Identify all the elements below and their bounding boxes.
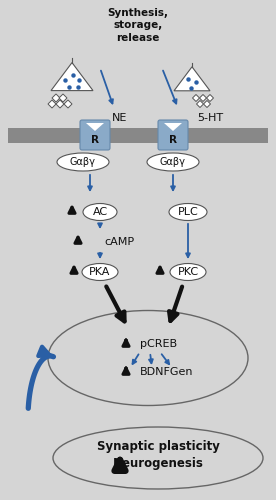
Ellipse shape: [170, 264, 206, 280]
Polygon shape: [52, 94, 60, 102]
Text: PKA: PKA: [89, 267, 111, 277]
Text: R: R: [91, 135, 99, 145]
Ellipse shape: [48, 310, 248, 406]
Text: PLC: PLC: [178, 207, 198, 217]
FancyBboxPatch shape: [80, 120, 110, 150]
Text: pCREB: pCREB: [140, 339, 177, 349]
Ellipse shape: [82, 264, 118, 280]
Polygon shape: [200, 94, 206, 102]
Text: AC: AC: [92, 207, 108, 217]
Polygon shape: [59, 94, 67, 102]
Ellipse shape: [53, 427, 263, 489]
Ellipse shape: [169, 204, 207, 220]
FancyBboxPatch shape: [158, 120, 188, 150]
Text: 5-HT: 5-HT: [197, 113, 223, 123]
Polygon shape: [192, 94, 200, 102]
Polygon shape: [164, 123, 182, 131]
Polygon shape: [64, 100, 72, 108]
Polygon shape: [174, 67, 210, 91]
Text: BDNFGen: BDNFGen: [140, 367, 193, 377]
Text: NE: NE: [112, 113, 128, 123]
Polygon shape: [203, 100, 211, 107]
Ellipse shape: [147, 153, 199, 171]
Polygon shape: [48, 100, 56, 108]
Text: Gαβγ: Gαβγ: [160, 157, 186, 167]
Text: R: R: [169, 135, 177, 145]
Ellipse shape: [57, 153, 109, 171]
Text: PKC: PKC: [177, 267, 198, 277]
Text: Synaptic plasticity
Neurogenesis: Synaptic plasticity Neurogenesis: [97, 440, 219, 470]
Text: cAMP: cAMP: [104, 237, 134, 247]
Polygon shape: [51, 62, 93, 90]
Ellipse shape: [83, 204, 117, 220]
Polygon shape: [56, 100, 64, 108]
Polygon shape: [206, 94, 214, 102]
Text: Gαβγ: Gαβγ: [70, 157, 96, 167]
Bar: [8, 128, 268, 143]
Polygon shape: [197, 100, 203, 107]
Polygon shape: [86, 123, 104, 131]
Text: Synthesis,
storage,
release: Synthesis, storage, release: [107, 8, 169, 43]
